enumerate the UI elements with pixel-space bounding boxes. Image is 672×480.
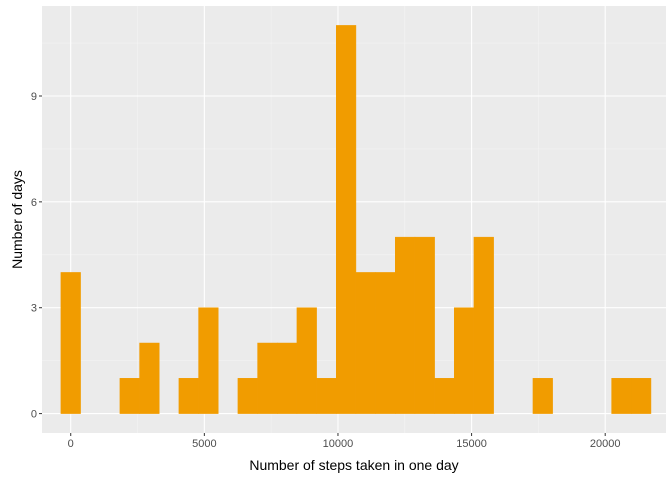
histogram-bar: [375, 272, 396, 414]
x-tick-label: 0: [68, 438, 74, 450]
y-tick-label: 0: [31, 409, 37, 421]
histogram-bar: [316, 378, 337, 414]
y-axis-ticks: 0 3 6 9: [31, 91, 42, 421]
histogram-bar: [611, 378, 632, 414]
histogram-bar: [414, 236, 435, 414]
y-tick-label: 3: [31, 303, 37, 315]
y-tick-label: 6: [31, 197, 37, 209]
x-axis-ticks: 0 5000 10000 15000 20000: [68, 433, 621, 450]
histogram-bar: [119, 378, 140, 414]
histogram-bar: [631, 378, 652, 414]
x-tick-label: 10000: [323, 438, 354, 450]
histogram-bar: [178, 378, 199, 414]
histogram-bars: [60, 25, 652, 414]
histogram-bar: [473, 236, 494, 414]
x-tick-label: 15000: [456, 438, 487, 450]
histogram-bar: [454, 307, 475, 414]
histogram-bar: [532, 378, 553, 414]
histogram-bar: [139, 342, 160, 414]
y-tick-label: 9: [31, 91, 37, 103]
y-axis-title: Number of days: [9, 170, 25, 269]
histogram-bar: [336, 25, 357, 414]
histogram-bar: [237, 378, 258, 414]
histogram-bar: [434, 378, 455, 414]
histogram-bar: [60, 272, 81, 414]
x-tick-label: 20000: [590, 438, 621, 450]
histogram-bar: [296, 307, 317, 414]
histogram-bar: [198, 307, 219, 414]
x-axis-title: Number of steps taken in one day: [249, 457, 458, 473]
x-tick-label: 5000: [192, 438, 216, 450]
histogram-bar: [355, 272, 376, 414]
histogram-bar: [257, 342, 278, 414]
histogram-bar: [276, 342, 298, 414]
histogram-bar: [395, 236, 416, 414]
